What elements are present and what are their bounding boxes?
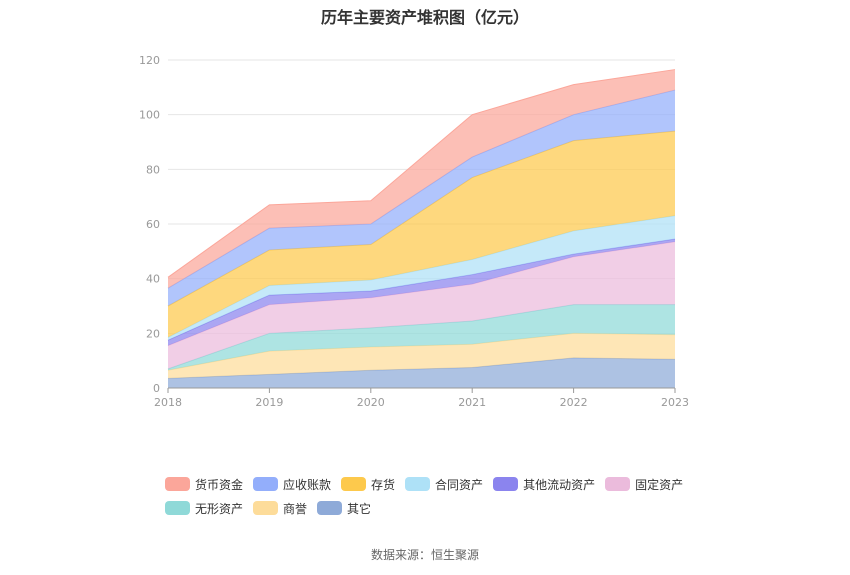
legend-swatch	[165, 477, 190, 491]
legend-swatch	[341, 477, 367, 491]
area-存货	[168, 131, 675, 338]
area-series	[167, 69, 676, 388]
y-tick-label: 100	[139, 109, 160, 122]
legend-swatch	[253, 477, 279, 491]
y-tick-label: 120	[139, 54, 160, 67]
legend-swatch	[405, 477, 431, 491]
line-其他流动资产	[167, 238, 676, 341]
legend-swatch	[493, 477, 519, 491]
y-tick-label: 20	[146, 327, 160, 340]
source-note: 数据来源：恒生聚源	[370, 548, 479, 562]
line-货币资金	[167, 69, 676, 278]
legend-label: 其它	[347, 501, 372, 516]
legend-swatch	[253, 501, 279, 515]
legend-item[interactable]: 无形资产	[165, 500, 243, 517]
legend-label: 货币资金	[195, 477, 244, 492]
y-tick-label: 60	[146, 218, 160, 231]
legend-item[interactable]: 固定资产	[605, 476, 683, 493]
legend-swatch	[605, 477, 631, 491]
legend-row: 无形资产 商誉 其它	[165, 496, 725, 520]
legend-label: 无形资产	[195, 501, 244, 516]
legend-label: 其他流动资产	[523, 477, 596, 492]
area-合同资产	[168, 215, 675, 341]
y-tick-label: 80	[146, 163, 160, 176]
legend-item[interactable]: 应收账款	[253, 476, 331, 493]
x-tick-label: 2018	[154, 396, 182, 409]
legend-label: 固定资产	[635, 477, 684, 492]
x-tick-label: 2021	[458, 396, 486, 409]
legend-item[interactable]: 商誉	[253, 500, 307, 517]
area-无形资产	[168, 304, 675, 371]
legend-swatch	[317, 501, 343, 515]
area-货币资金	[168, 69, 675, 289]
y-tick-label: 0	[153, 382, 160, 395]
legend-label: 存货	[371, 477, 396, 492]
axes: 0 20 40 60 80 100 120 2018 2019 2020 2021 2022 2023	[139, 54, 689, 409]
legend-label: 应收账款	[283, 477, 332, 492]
area-商誉	[168, 333, 675, 379]
legend-label: 合同资产	[435, 477, 484, 492]
area-固定资产	[168, 241, 675, 369]
legend-item[interactable]: 存货	[341, 476, 395, 493]
legend-swatch	[165, 501, 190, 515]
area-其它	[168, 357, 675, 388]
legend-item[interactable]: 合同资产	[405, 476, 483, 493]
legend: 货币资金 应收账款 存货 合同资产 其他流动资产 固定资产 无形资产 商誉 其它	[165, 472, 725, 520]
legend-item[interactable]: 其他流动资产	[493, 476, 595, 493]
legend-row: 货币资金 应收账款 存货 合同资产 其他流动资产 固定资产	[165, 472, 725, 496]
x-tick-label: 2020	[357, 396, 385, 409]
legend-item[interactable]: 货币资金	[165, 476, 243, 493]
y-tick-label: 40	[146, 273, 160, 286]
x-tick-label: 2022	[560, 396, 588, 409]
legend-label: 商誉	[283, 501, 308, 516]
x-tick-label: 2023	[661, 396, 689, 409]
area-应收账款	[168, 90, 675, 306]
x-tick-label: 2019	[255, 396, 283, 409]
chart-title: 历年主要资产堆积图（亿元）	[320, 8, 529, 27]
legend-item[interactable]: 其它	[317, 500, 371, 517]
